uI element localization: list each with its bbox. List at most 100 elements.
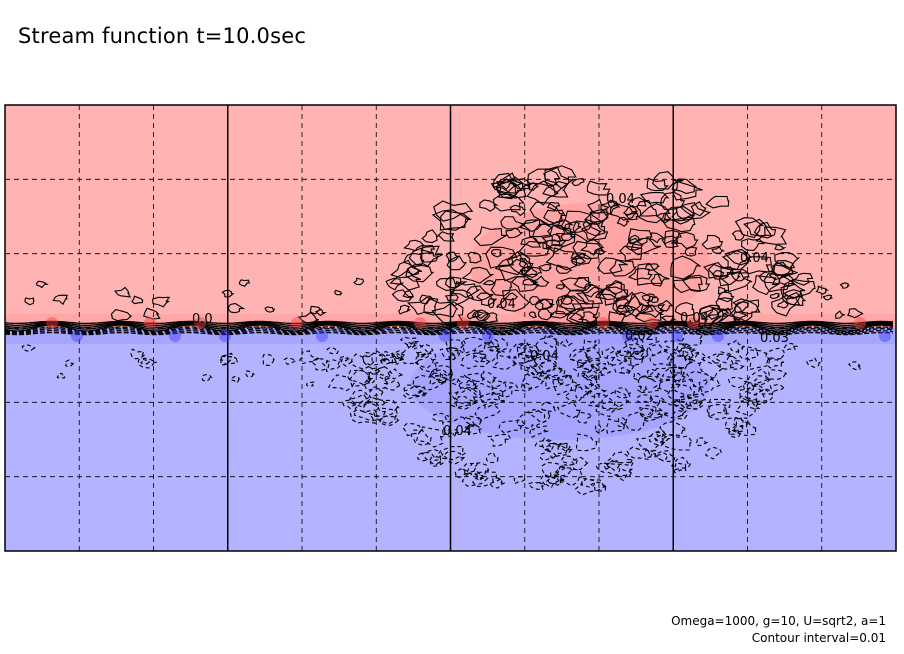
positive-contour (473, 226, 509, 247)
negative-contour (753, 388, 774, 406)
positive-contour (644, 263, 660, 272)
positive-contour (482, 280, 496, 286)
equatorial-vortices (46, 317, 891, 342)
contour-label: 0.04 (680, 311, 709, 326)
negative-contour (574, 477, 609, 496)
negative-contour (539, 450, 558, 462)
negative-contour (765, 357, 785, 369)
negative-contour (553, 466, 584, 487)
negative-contour (337, 355, 350, 363)
negative-contour (310, 358, 330, 371)
negative-contour (400, 341, 432, 365)
negative-contour (545, 376, 565, 390)
negative-contour (783, 342, 799, 351)
negative-contour (603, 460, 634, 482)
positive-contour (471, 309, 489, 319)
positive-contour (625, 237, 644, 251)
negative-contour (219, 352, 239, 365)
negative-contour (471, 471, 501, 488)
negative-contour (673, 462, 687, 474)
negative-contour (519, 382, 532, 393)
positive-contour (593, 247, 607, 256)
positive-contour (627, 196, 647, 209)
positive-contour (684, 246, 698, 257)
negative-contour (486, 433, 512, 447)
negative-contour (559, 339, 574, 348)
negative-contour (606, 418, 626, 434)
positive-vortex (854, 317, 866, 329)
negative-contour (584, 374, 598, 386)
positive-contour (780, 283, 806, 300)
negative-contour (765, 347, 786, 361)
positive-contour (24, 297, 35, 306)
negative-contour (556, 463, 574, 477)
positive-contour (624, 211, 639, 221)
negative-contour (477, 391, 506, 410)
negative-contour (374, 398, 388, 407)
positive-contour (529, 201, 564, 226)
negative-contour (656, 452, 669, 461)
positive-contour (518, 240, 554, 257)
negative-contour (575, 433, 598, 452)
positive-vortex (291, 317, 303, 329)
positive-contour (671, 178, 698, 195)
positive-contour (560, 210, 594, 234)
negative-contour (541, 461, 568, 479)
positive-contour (657, 299, 674, 312)
positive-contour (542, 239, 566, 253)
positive-contour (440, 210, 473, 231)
negative-contour (368, 386, 385, 399)
positive-contour (543, 209, 567, 224)
positive-contour (622, 205, 638, 216)
negative-contour (454, 468, 468, 478)
negative-contour (327, 374, 356, 392)
positive-contour (559, 276, 594, 291)
negative-contour (624, 353, 647, 366)
map-frame (4, 104, 897, 552)
positive-contour (504, 292, 519, 301)
negative-contour (585, 346, 602, 361)
negative-contour (450, 396, 477, 410)
positive-contour (506, 253, 534, 277)
positive-contour (707, 263, 735, 280)
positive-vortex (144, 317, 156, 329)
negative-contour (695, 437, 708, 447)
negative-contour (389, 352, 405, 365)
positive-contour (573, 276, 592, 289)
negative-contour (536, 372, 548, 381)
positive-contour (655, 212, 672, 224)
positive-contour (509, 204, 526, 217)
negative-contour (460, 352, 491, 370)
negative-contour (626, 446, 653, 461)
positive-contour (663, 206, 696, 225)
positive-contour (314, 308, 327, 317)
negative-contour (570, 456, 589, 470)
negative-contour (442, 428, 460, 439)
negative-contour (682, 346, 700, 362)
positive-vortex (414, 317, 426, 329)
positive-contour (711, 270, 725, 277)
positive-contour (221, 289, 235, 298)
positive-contour (778, 274, 795, 288)
positive-contour (546, 201, 561, 211)
negative-vortex (71, 330, 83, 342)
positive-contour (646, 295, 660, 304)
contour-label: 0.04 (606, 192, 635, 207)
negative-contour (616, 345, 633, 357)
negative-contour (435, 372, 453, 383)
negative-contour (659, 420, 689, 437)
negative-contour (714, 350, 736, 364)
positive-vortex (457, 317, 469, 329)
negative-contour (705, 446, 723, 460)
negative-contour (737, 345, 759, 360)
positive-contour (406, 265, 421, 276)
negative-contour (649, 432, 671, 447)
positive-contour (770, 261, 793, 277)
positive-contour (522, 278, 539, 286)
negative-contour (535, 336, 559, 357)
negative-vortex (482, 330, 494, 342)
negative-contour (653, 434, 664, 443)
negative-contour (586, 392, 616, 409)
negative-contour (513, 476, 526, 485)
negative-contour (385, 368, 404, 380)
